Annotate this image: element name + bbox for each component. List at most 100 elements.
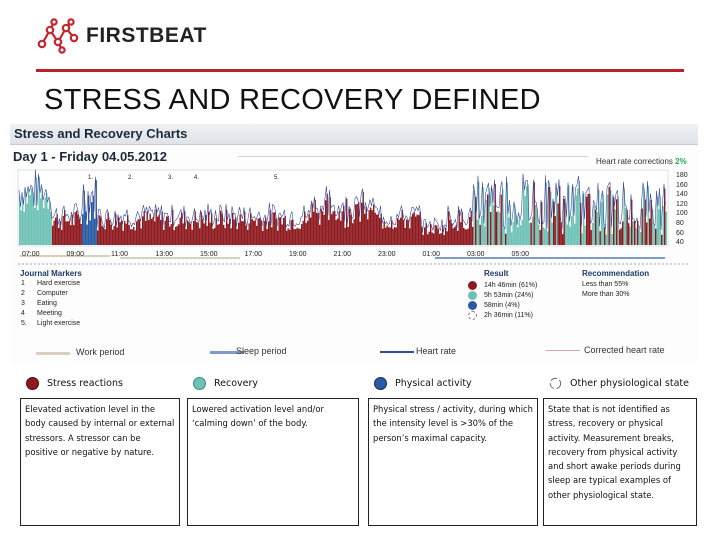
hrv-bar <box>266 229 268 245</box>
hrv-bar <box>443 235 445 245</box>
x-tick-label: 13:00 <box>155 251 174 258</box>
work-period-swatch <box>36 352 70 355</box>
hrv-bar <box>29 195 31 245</box>
hrv-bar <box>139 219 141 245</box>
hrv-bar <box>532 216 534 245</box>
plot-bars <box>19 176 667 245</box>
other-state-dot-icon <box>468 311 477 320</box>
category-description: State that is not identified as stress, … <box>543 398 697 526</box>
hrv-bar <box>623 188 625 245</box>
hrv-bar <box>73 225 75 245</box>
hrv-bar <box>389 227 391 245</box>
hrv-bar <box>233 219 235 245</box>
other-state-dot-icon <box>549 377 562 389</box>
legend-heart-rate: Heart rate <box>416 346 457 356</box>
hrv-bar <box>535 205 537 245</box>
hrv-bar <box>559 186 561 245</box>
hrv-bar <box>236 229 238 245</box>
hrv-bar <box>646 222 648 245</box>
hrv-bar <box>361 202 363 245</box>
hrv-bar <box>299 228 301 245</box>
hrv-bar <box>65 221 67 245</box>
hrv-bar <box>149 213 151 245</box>
y-tick-label: 40 <box>676 239 684 247</box>
hrv-bar <box>301 224 303 245</box>
hrv-bar <box>166 216 168 245</box>
hrv-bar <box>110 224 112 245</box>
journal-marker-label: Computer <box>37 290 68 297</box>
hrv-bar <box>43 208 45 245</box>
hrv-bar <box>322 211 324 245</box>
hrv-bar <box>71 214 73 245</box>
hrv-bar <box>242 221 244 245</box>
hrv-bar <box>145 220 147 245</box>
hrv-bar <box>208 211 210 245</box>
hrv-bar <box>157 216 159 245</box>
hrv-bar <box>425 223 427 245</box>
hrv-bar <box>286 230 288 245</box>
brand-name: FIRSTBEAT <box>86 24 207 47</box>
hrv-bar <box>338 211 340 245</box>
hrv-bar <box>386 225 388 245</box>
hrv-bar <box>485 199 487 245</box>
hrv-bar <box>158 214 160 245</box>
hrv-bar <box>302 220 304 245</box>
hrv-bar <box>631 199 633 245</box>
hrv-bar <box>172 209 174 245</box>
result-row: 2h 36min (11%) <box>468 311 533 320</box>
hrv-bar <box>407 220 409 245</box>
hrv-bar <box>212 229 214 245</box>
hrv-bar <box>512 221 514 245</box>
result-row: 5h 53min (24%) <box>468 291 533 300</box>
x-tick-label: 21:00 <box>333 251 352 258</box>
hrv-bar <box>91 202 93 245</box>
hrv-bar <box>412 213 414 245</box>
result-row: 58min (4%) <box>468 301 520 310</box>
category-title: Recovery <box>214 377 259 389</box>
hrv-bar <box>454 227 456 245</box>
hrv-bar <box>37 210 39 245</box>
hrv-bar <box>25 191 27 245</box>
hrv-bar <box>182 223 184 245</box>
hrv-bar <box>482 187 484 245</box>
corrected-hr-swatch <box>546 350 580 351</box>
hrv-bar <box>112 229 114 245</box>
hrv-bar <box>64 210 66 245</box>
result-row: 14h 46min (61%) <box>468 281 537 290</box>
hrv-bar <box>563 198 565 245</box>
hrv-bar <box>368 210 370 245</box>
result-title: Result <box>484 269 509 278</box>
hrv-bar <box>619 229 621 245</box>
hrv-bar <box>55 217 57 245</box>
hr-corrections-label: Heart rate corrections <box>596 157 673 166</box>
hrv-bar <box>311 203 313 245</box>
hrv-bar <box>632 221 634 245</box>
hrv-bar <box>341 211 343 245</box>
hrv-bar <box>422 234 424 245</box>
hrv-bar <box>47 208 49 245</box>
journal-marker-num: 4 <box>21 310 25 317</box>
panel-header: Stress and Recovery Charts <box>10 124 698 145</box>
hrv-bar <box>476 219 478 245</box>
hrv-bar <box>269 209 271 245</box>
hrv-bar <box>289 229 291 245</box>
hrv-bar <box>133 226 135 245</box>
hrv-bar <box>278 217 280 245</box>
hrv-bar <box>593 205 595 245</box>
hrv-bar <box>362 191 364 245</box>
journal-marker-item: 1 Hard exercise <box>21 280 80 287</box>
hrv-bar <box>616 199 618 245</box>
hrv-bar <box>31 188 33 245</box>
category-other-state: Other physiological state State that is … <box>543 370 697 526</box>
hrv-bar <box>223 224 225 245</box>
hrv-bar <box>92 195 94 245</box>
x-tick-label: 23:00 <box>378 251 396 258</box>
hrv-bar <box>613 197 615 245</box>
hrv-bar <box>400 217 402 245</box>
hrv-bar <box>164 220 166 245</box>
hrv-bar <box>61 230 63 245</box>
x-tick-label: 09:00 <box>66 251 85 258</box>
hrv-bar <box>653 225 655 245</box>
hrv-bar <box>364 213 366 245</box>
hrv-bar <box>298 228 300 245</box>
